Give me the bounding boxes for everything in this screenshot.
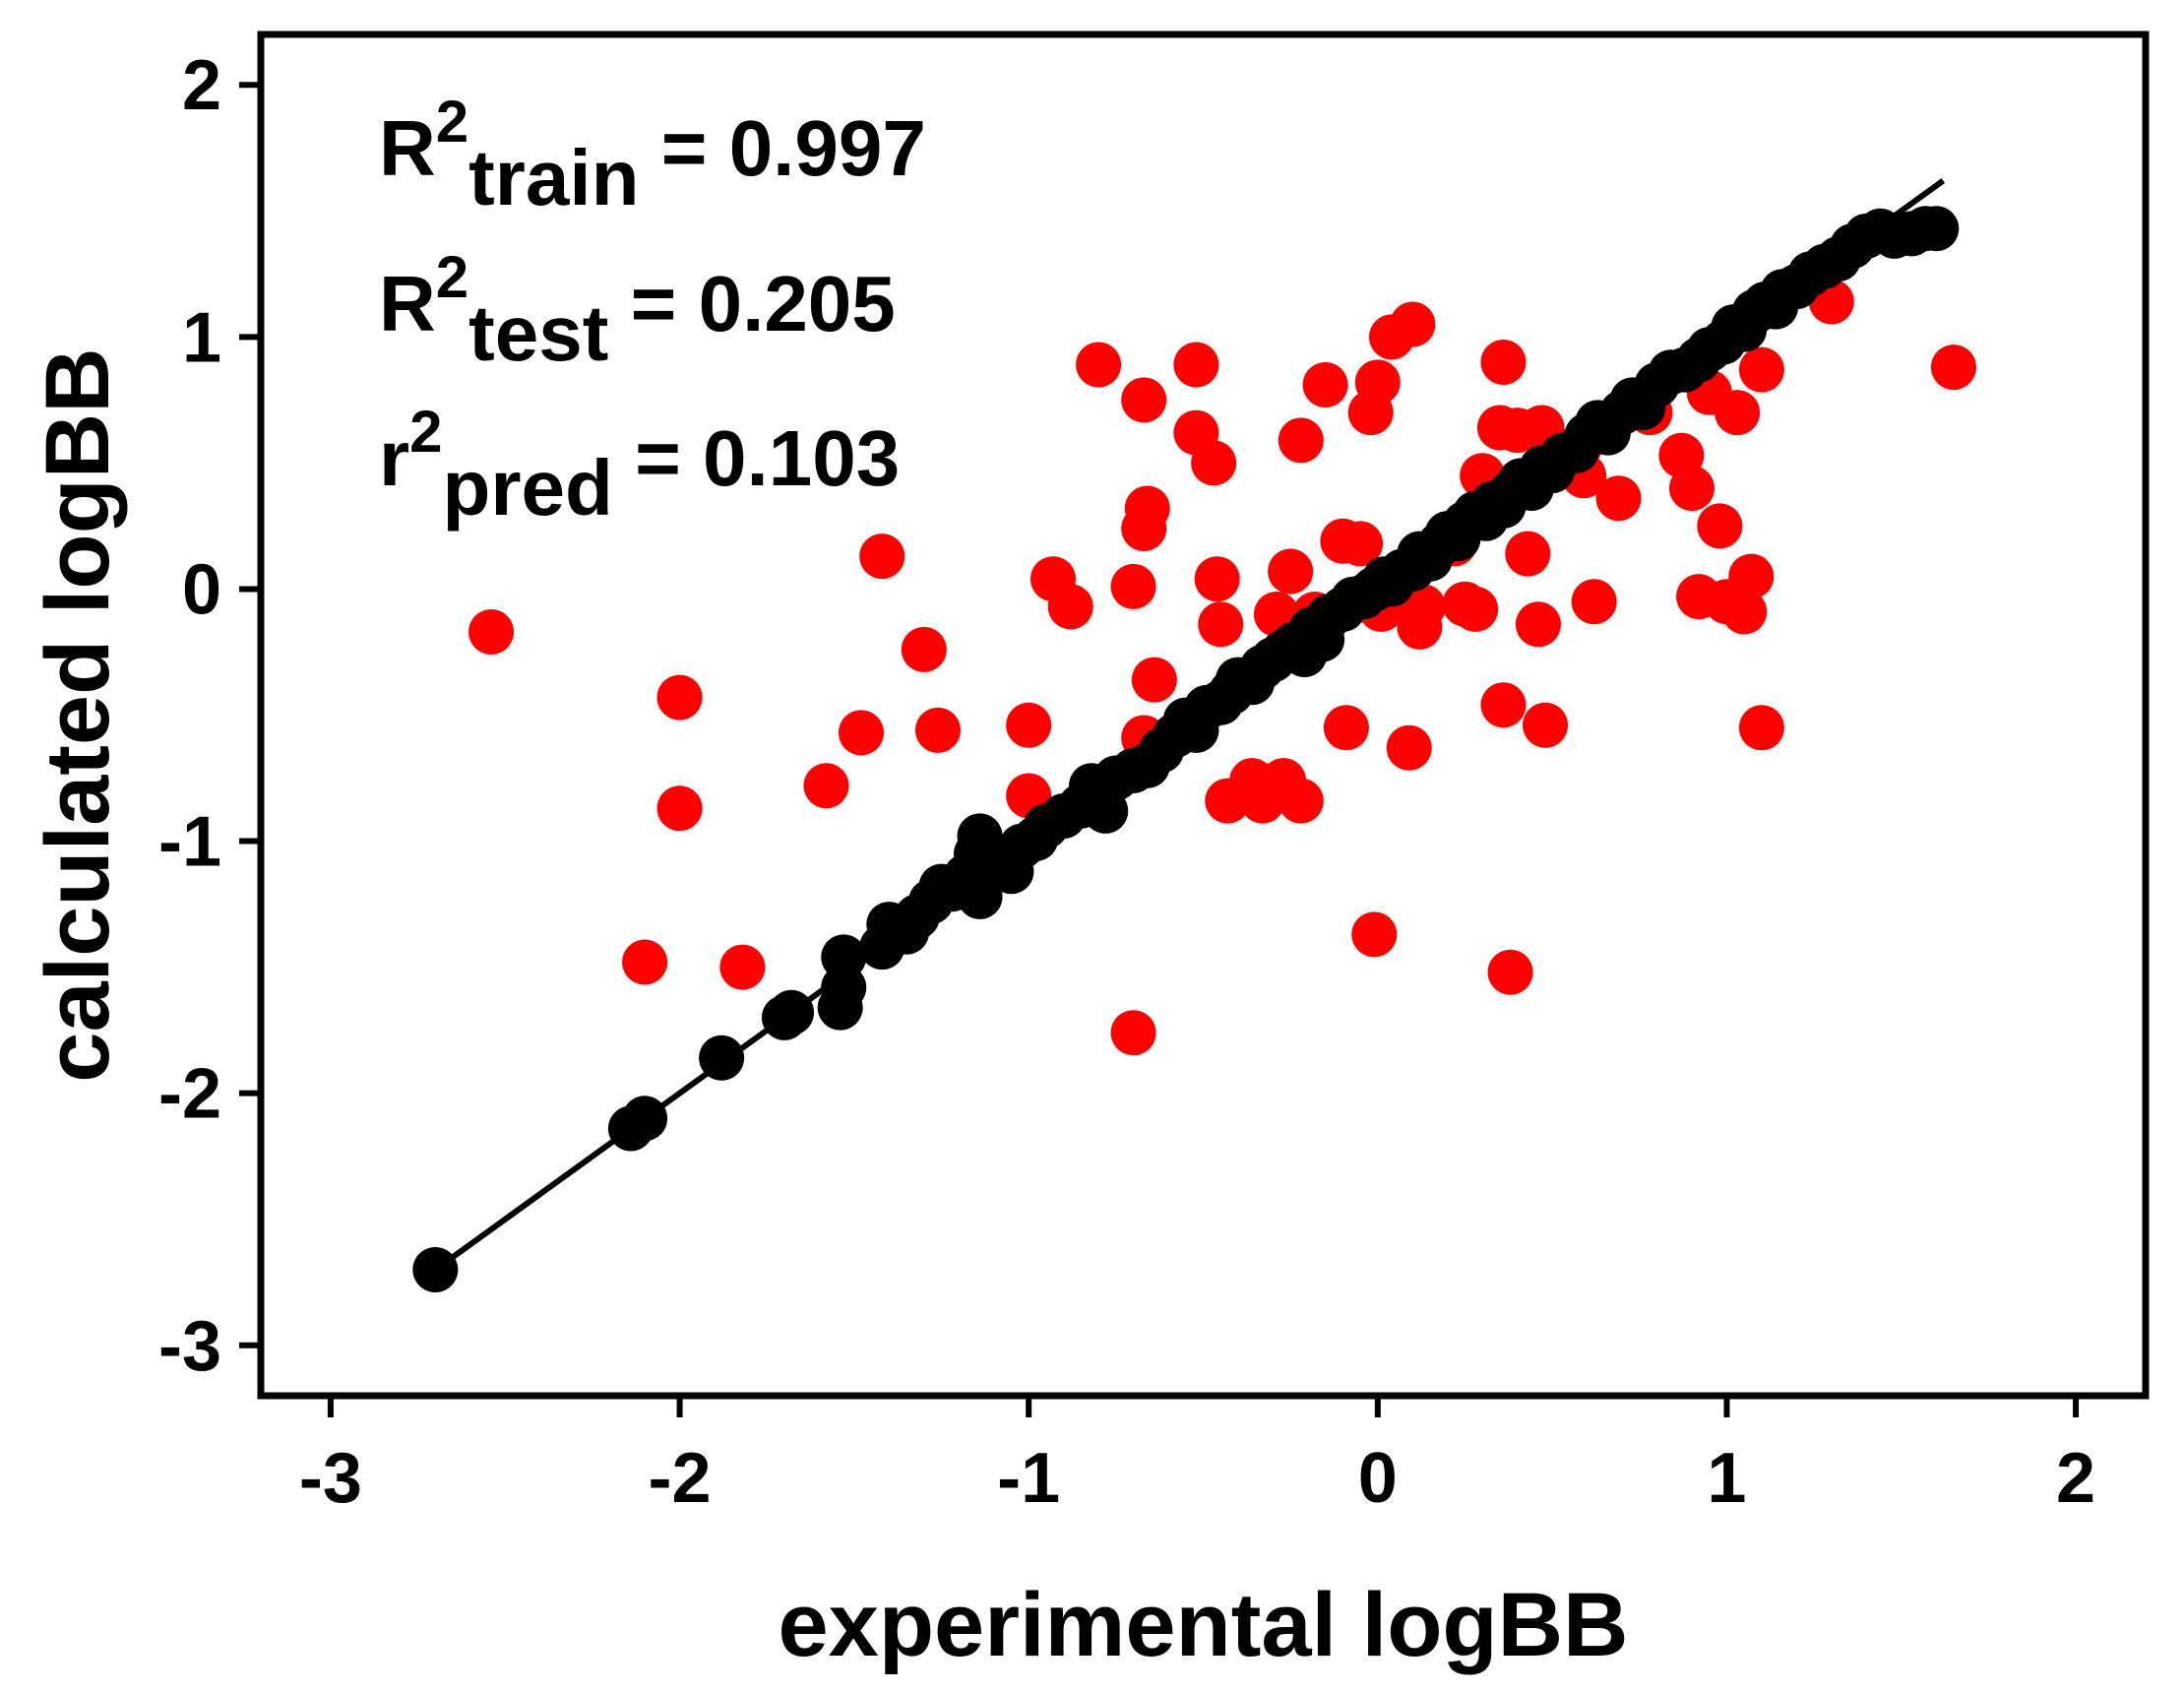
training-point — [622, 1096, 668, 1142]
test-point — [1076, 342, 1122, 388]
test-point — [1571, 579, 1617, 625]
test-point — [1480, 682, 1527, 728]
test-point — [656, 674, 703, 721]
test-point — [1505, 531, 1551, 577]
tick-marks — [239, 82, 2080, 1417]
x-tick-label: 0 — [1358, 1439, 1398, 1518]
test-point — [1194, 556, 1240, 602]
r-squared-annotation: r2pred = 0.103 — [379, 399, 900, 532]
test-point — [1930, 345, 1976, 391]
r-squared-annotation: R2test = 0.205 — [379, 244, 896, 377]
test-point — [1110, 1010, 1156, 1056]
test-point — [1480, 339, 1527, 385]
test-point — [1738, 705, 1784, 751]
test-point — [1278, 417, 1324, 464]
x-tick-label: 1 — [1707, 1439, 1746, 1518]
y-tick-label: -3 — [158, 1307, 221, 1386]
test-point — [1047, 584, 1093, 630]
x-tick-label: -2 — [649, 1439, 712, 1518]
test-point — [1338, 521, 1384, 567]
test-point — [1386, 724, 1432, 771]
training-point — [412, 1246, 459, 1292]
test-point — [1390, 301, 1436, 347]
test-point — [1268, 548, 1314, 595]
training-point — [769, 989, 815, 1035]
y-tick-label: 0 — [182, 550, 221, 629]
test-point — [838, 710, 884, 756]
test-point — [1198, 601, 1244, 648]
test-point — [1515, 601, 1561, 648]
test-point — [1121, 505, 1167, 551]
test-point — [656, 785, 703, 832]
training-point — [1913, 206, 1960, 252]
test-point — [1397, 603, 1443, 650]
test-point — [1191, 440, 1237, 486]
training-series — [412, 206, 1960, 1292]
test-point — [859, 533, 905, 580]
test-point — [1595, 475, 1642, 522]
test-point — [1351, 911, 1398, 958]
y-axis-title: calculated logBB — [28, 347, 128, 1082]
x-tick-label: 2 — [2056, 1439, 2095, 1518]
test-point — [1006, 702, 1052, 748]
training-point — [821, 934, 867, 980]
y-tick-label: -2 — [158, 1055, 221, 1134]
test-point — [468, 608, 515, 655]
test-point — [1487, 949, 1533, 995]
y-tick-label: 1 — [182, 298, 221, 377]
test-point — [1523, 702, 1569, 748]
y-tick-label: 2 — [182, 46, 221, 125]
test-point — [1323, 705, 1369, 751]
test-point — [1728, 553, 1775, 599]
test-point — [914, 707, 961, 753]
x-tick-label: -1 — [997, 1439, 1060, 1518]
test-point — [1668, 466, 1715, 511]
x-tick-label: -3 — [299, 1439, 362, 1518]
test-point — [719, 944, 766, 990]
test-point — [1347, 390, 1394, 436]
test-point — [1173, 342, 1219, 388]
test-point — [1715, 390, 1761, 436]
r-squared-annotation: R2train = 0.997 — [379, 89, 926, 221]
r-squared-annotations: R2train = 0.997 R2test = 0.205 r2pred = 0.… — [379, 89, 926, 532]
training-point — [699, 1035, 745, 1081]
test-point — [1697, 503, 1743, 549]
x-axis-title: experimental logBB — [779, 1575, 1629, 1675]
test-point — [1131, 657, 1177, 703]
data-points — [412, 206, 1976, 1292]
test-point — [622, 939, 668, 985]
tick-labels: -3 -2 -1 0 1 2 -3 -2 -1 0 1 2 — [158, 46, 2095, 1518]
test-point — [803, 763, 849, 809]
test-point — [901, 626, 947, 672]
y-tick-label: -1 — [158, 803, 221, 882]
plot-frame — [257, 31, 2150, 1400]
test-point — [1121, 377, 1167, 423]
test-point — [1721, 589, 1768, 635]
test-point — [1302, 361, 1348, 408]
test-point — [1453, 586, 1499, 632]
test-point — [1738, 346, 1784, 393]
test-point — [1278, 778, 1324, 824]
test-point — [1110, 563, 1156, 609]
